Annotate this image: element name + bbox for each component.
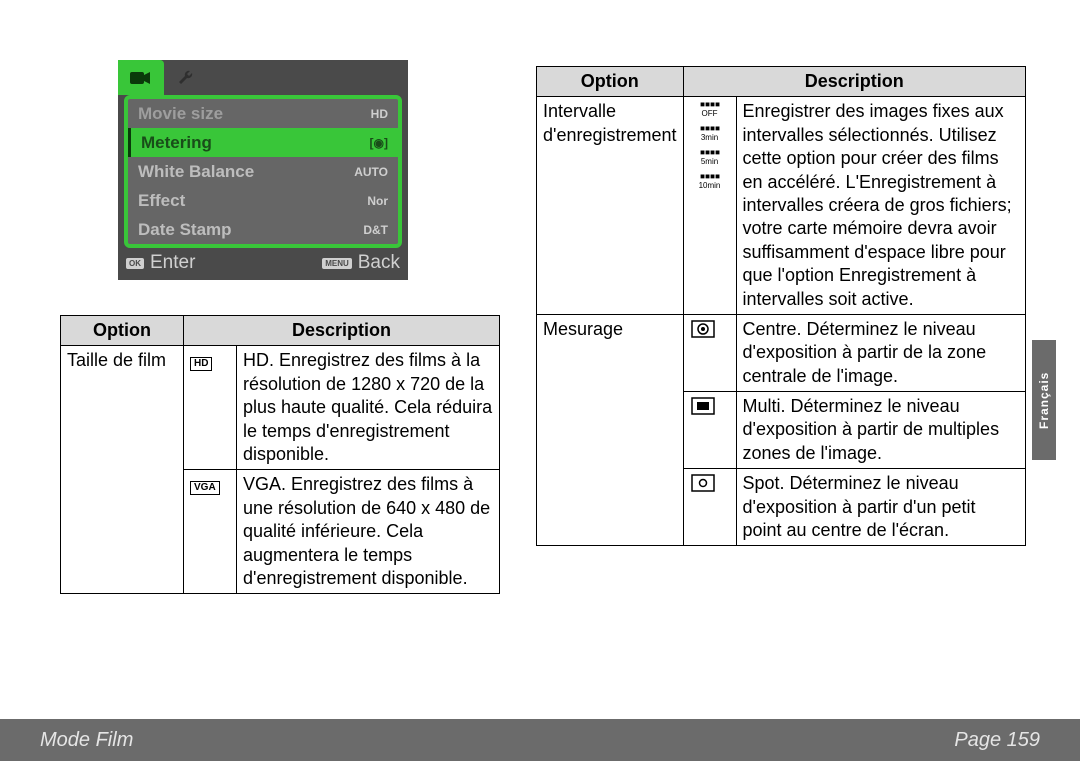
header-description: Description xyxy=(184,316,500,346)
camera-menu-screenshot: Movie size HD Metering [◉] White Balance… xyxy=(118,60,408,280)
menu-value: D&T xyxy=(363,223,388,237)
desc-cell: Spot. Déterminez le niveau d'exposition … xyxy=(736,469,1026,546)
icon-cell: ▪▪▪▪OFF ▪▪▪▪3min ▪▪▪▪5min ▪▪▪▪10min xyxy=(683,97,736,315)
table-header-row: Option Description xyxy=(61,316,500,346)
vga-icon: VGA xyxy=(190,481,220,495)
option-cell: Intervalle d'enregistrement xyxy=(537,97,684,315)
metering-multi-icon xyxy=(690,395,716,417)
wrench-tab-icon xyxy=(164,60,210,95)
icon-cell xyxy=(683,314,736,391)
page-footer: Mode Film Page 159 xyxy=(0,719,1080,761)
desc-cell: Centre. Déterminez le niveau d'expositio… xyxy=(736,314,1026,391)
table-row: Taille de film HD HD. Enregistrez des fi… xyxy=(61,346,500,470)
icon-cell xyxy=(683,469,736,546)
menu-tabs xyxy=(118,60,408,95)
ok-icon: OK xyxy=(126,258,144,269)
footer-section-title: Mode Film xyxy=(40,729,133,752)
header-description: Description xyxy=(683,67,1026,97)
menu-row-effect: Effect Nor xyxy=(128,186,398,215)
interval-10min-icon: ▪▪▪▪10min xyxy=(690,172,730,190)
menu-body: Movie size HD Metering [◉] White Balance… xyxy=(124,95,402,248)
menu-label: White Balance xyxy=(138,162,254,182)
option-cell: Taille de film xyxy=(61,346,184,594)
back-label: Back xyxy=(358,252,400,274)
desc-cell: VGA. Enregistrez des films à une résolut… xyxy=(237,470,500,594)
table-row: Mesurage Centre. Déterminez le niveau d'… xyxy=(537,314,1026,391)
header-option: Option xyxy=(537,67,684,97)
interval-3min-icon: ▪▪▪▪3min xyxy=(690,124,730,142)
interval-off-icon: ▪▪▪▪OFF xyxy=(690,100,730,118)
table-row: Intervalle d'enregistrement ▪▪▪▪OFF ▪▪▪▪… xyxy=(537,97,1026,315)
enter-hint: OK Enter xyxy=(126,252,195,274)
language-label: Français xyxy=(1037,371,1051,428)
menu-label: Effect xyxy=(138,191,185,211)
left-options-table: Option Description Taille de film HD HD.… xyxy=(60,315,500,594)
menu-label: Movie size xyxy=(138,104,223,124)
footer-page-number: Page 159 xyxy=(954,729,1040,752)
language-tab: Français xyxy=(1032,340,1056,460)
enter-label: Enter xyxy=(150,252,195,274)
menu-icon: MENU xyxy=(322,258,352,269)
icon-cell xyxy=(683,392,736,469)
menu-value: HD xyxy=(371,107,388,121)
menu-value: [◉] xyxy=(370,136,388,150)
desc-cell: Enregistrer des images fixes aux interva… xyxy=(736,97,1026,315)
menu-value: Nor xyxy=(367,194,388,208)
table-header-row: Option Description xyxy=(537,67,1026,97)
back-hint: MENU Back xyxy=(322,252,400,274)
interval-5min-icon: ▪▪▪▪5min xyxy=(690,148,730,166)
icon-cell: VGA xyxy=(184,470,237,594)
menu-row-movie-size: Movie size HD xyxy=(128,99,398,128)
metering-spot-icon xyxy=(690,472,716,494)
menu-value: AUTO xyxy=(354,165,388,179)
menu-row-white-balance: White Balance AUTO xyxy=(128,157,398,186)
metering-center-icon xyxy=(690,318,716,340)
desc-cell: HD. Enregistrez des films à la résolutio… xyxy=(237,346,500,470)
header-option: Option xyxy=(61,316,184,346)
menu-label: Metering xyxy=(141,133,212,153)
menu-row-date-stamp: Date Stamp D&T xyxy=(128,215,398,244)
option-cell: Mesurage xyxy=(537,314,684,546)
right-options-table: Option Description Intervalle d'enregist… xyxy=(536,66,1026,546)
icon-cell: HD xyxy=(184,346,237,470)
desc-cell: Multi. Déterminez le niveau d'exposition… xyxy=(736,392,1026,469)
hd-icon: HD xyxy=(190,357,212,371)
video-tab-icon xyxy=(118,60,164,95)
menu-row-metering: Metering [◉] xyxy=(128,128,398,157)
menu-footer: OK Enter MENU Back xyxy=(118,248,408,278)
menu-label: Date Stamp xyxy=(138,220,232,240)
